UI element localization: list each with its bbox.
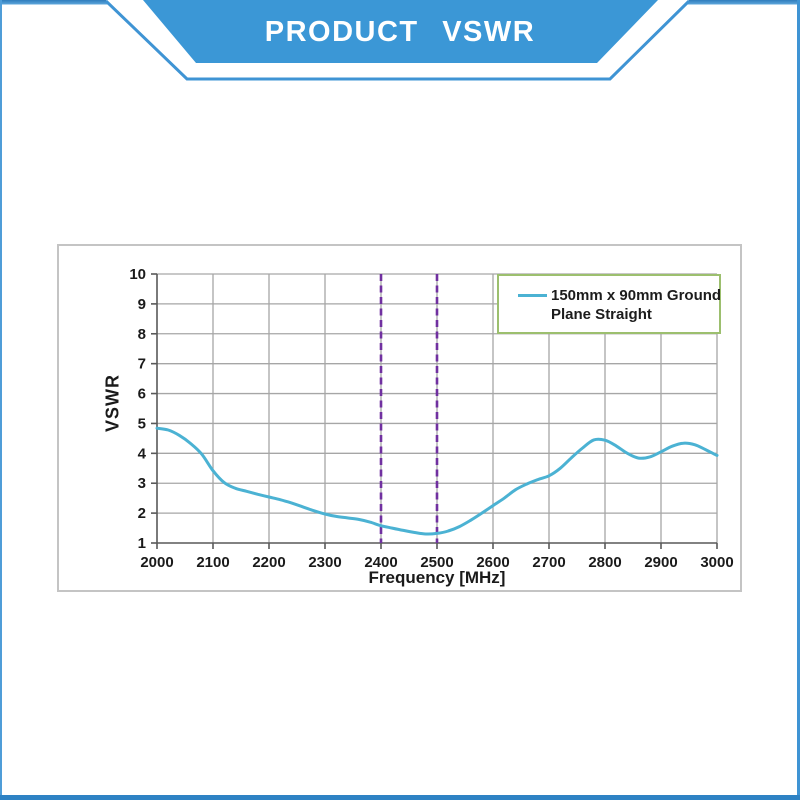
- header-banner: PRODUCT VSWR: [0, 0, 800, 92]
- x-tick-label: 2200: [252, 554, 285, 571]
- page-title: PRODUCT VSWR: [264, 16, 536, 48]
- page-border-bottom: [0, 795, 800, 800]
- x-axis-title: Frequency [MHz]: [368, 568, 506, 587]
- x-tick-label: 2800: [588, 554, 621, 571]
- y-tick-label: 6: [138, 386, 146, 403]
- banner-graphic: [0, 0, 800, 81]
- vswr-chart-panel: 1 2 3 4 5 6 7 8 9 10 2000 2100 2200 2300 2400 2500 2600 2…: [57, 244, 742, 592]
- y-tick-label: 10: [129, 266, 146, 283]
- x-tick-label: 2600: [476, 554, 509, 571]
- banner-trapezoid: [143, 0, 658, 63]
- y-tick-label: 1: [138, 535, 146, 552]
- legend-label-line1: 150mm x 90mm Ground: [551, 287, 722, 304]
- page-border-left: [0, 0, 2, 800]
- x-tick-label: 2400: [364, 554, 397, 571]
- y-tick-label: 7: [138, 356, 146, 373]
- x-tick-label: 2500: [420, 554, 453, 571]
- y-tick-label: 2: [138, 505, 146, 522]
- legend-label-line2: Plane Straight: [551, 306, 652, 323]
- vswr-curve: [155, 426, 719, 536]
- legend-line-sample: [518, 294, 547, 297]
- banner-outline: [104, 0, 691, 81]
- x-tick-label: 2000: [140, 554, 173, 571]
- x-tick-label: 2100: [196, 554, 229, 571]
- y-tick-label: 9: [138, 296, 146, 313]
- x-tick-label: 2900: [644, 554, 677, 571]
- x-tick-label: 3000: [700, 554, 733, 571]
- y-tick-label: 8: [138, 326, 146, 343]
- legend-label: 150mm x 90mm Ground Plane Straight: [551, 286, 721, 324]
- y-tick-label: 5: [138, 415, 146, 432]
- y-tick-label: 3: [138, 475, 146, 492]
- legend: 150mm x 90mm Ground Plane Straight: [497, 274, 721, 334]
- y-axis-title: VSWR: [102, 374, 123, 432]
- page-border-right: [797, 0, 800, 800]
- x-tick-label: 2700: [532, 554, 565, 571]
- x-tick-label: 2300: [308, 554, 341, 571]
- y-tick-label: 4: [138, 445, 147, 462]
